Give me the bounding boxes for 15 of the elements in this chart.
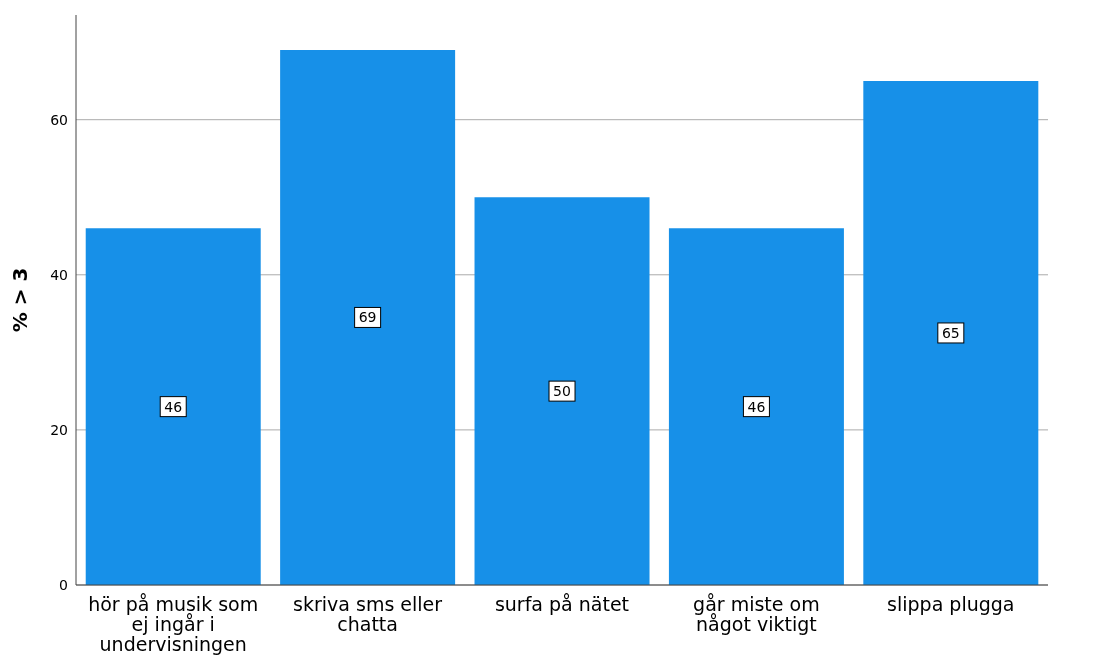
data-label: 46 (164, 398, 183, 415)
y-axis-title: % > 3 (8, 267, 33, 333)
data-label: 50 (553, 383, 571, 400)
data-label: 46 (747, 398, 766, 415)
y-tick-label: 0 (59, 576, 68, 593)
y-tick-label: 20 (50, 421, 68, 438)
x-tick-label: skriva sms eller chatta (293, 593, 443, 635)
x-tick-label: surfa på nätet (494, 593, 630, 615)
y-tick-label: 60 (50, 111, 68, 128)
data-label: 69 (358, 309, 377, 326)
data-label: 65 (941, 324, 960, 341)
x-tick-label: hör på musik som ej ingår i undervisningen (88, 593, 259, 655)
x-tick-label: slippa plugga (887, 593, 1015, 615)
y-tick-label: 40 (50, 266, 68, 283)
x-tick-label: går miste om något viktigt (693, 593, 820, 635)
